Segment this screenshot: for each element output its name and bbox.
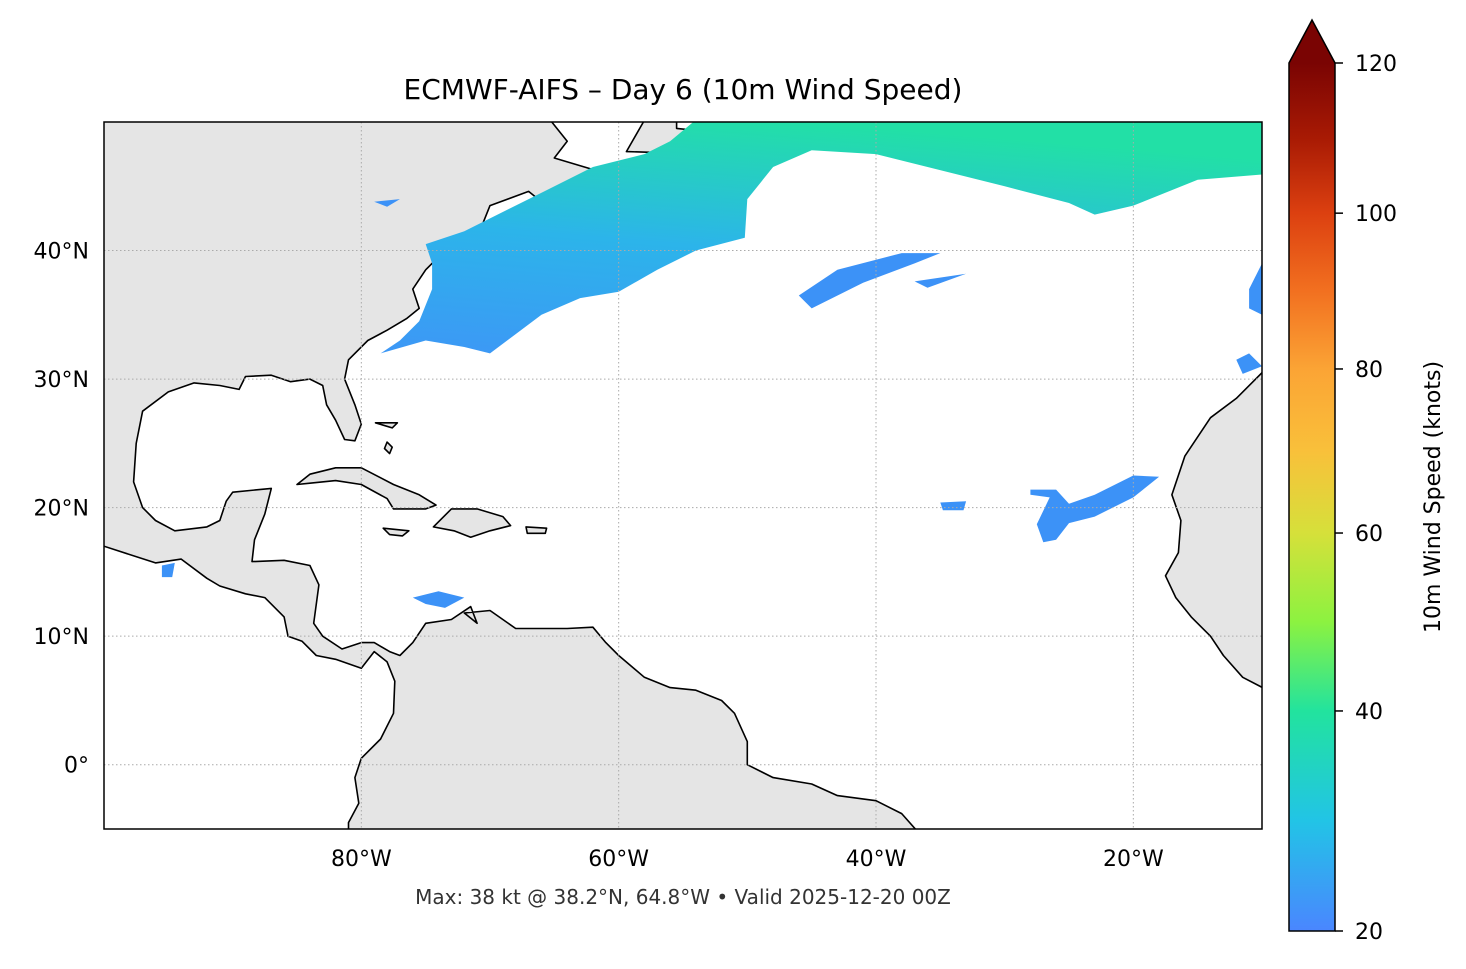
africa bbox=[1164, 371, 1262, 689]
map-frame bbox=[103, 121, 1263, 830]
footer-max-wind-valid-time: Max: 38 kt @ 38.2°N, 64.8°W • Valid 2025… bbox=[415, 885, 951, 909]
wind-area-east bbox=[1249, 263, 1262, 315]
colorbar: 20 40 60 80 100 120 10m Wind Speed (knots) bbox=[1288, 18, 1446, 945]
colorbar-label: 10m Wind Speed (knots) bbox=[1421, 361, 1446, 633]
colorbar-bar bbox=[1288, 18, 1336, 932]
longitude-tick-label: 20°W bbox=[1103, 847, 1164, 872]
longitude-tick-labels: 80°W 60°W 40°W 20°W bbox=[331, 847, 1164, 872]
bahamas-grand bbox=[374, 421, 399, 429]
latitude-tick-labels: 40°N 30°N 20°N 10°N 0° bbox=[34, 240, 89, 779]
wind-area-central-atlantic bbox=[1030, 475, 1160, 543]
puerto-rico bbox=[525, 526, 548, 535]
colorbar-tick-label: 80 bbox=[1355, 358, 1383, 383]
cuba bbox=[296, 466, 437, 510]
colorbar-tick-label: 60 bbox=[1355, 522, 1383, 547]
colorbar-tick-label: 20 bbox=[1355, 920, 1383, 945]
wind-area-streak bbox=[914, 273, 967, 288]
wind-area-northwest-atlantic bbox=[380, 122, 1262, 354]
wind-area-east bbox=[1236, 353, 1262, 374]
wind-speed-layer bbox=[161, 122, 1262, 608]
hispaniola bbox=[432, 508, 512, 539]
latitude-tick-label: 30°N bbox=[34, 368, 89, 393]
gridlines bbox=[104, 122, 1262, 829]
wind-area-streak bbox=[798, 253, 941, 309]
colorbar-ticks: 20 40 60 80 100 120 bbox=[1335, 52, 1397, 945]
bahamas-andros bbox=[383, 441, 394, 455]
jamaica bbox=[382, 527, 410, 537]
colorbar-tick-label: 120 bbox=[1355, 52, 1397, 77]
latitude-tick-label: 40°N bbox=[34, 240, 89, 265]
americas-landmass bbox=[104, 122, 917, 829]
longitude-tick-label: 60°W bbox=[588, 847, 649, 872]
latitude-tick-label: 10°N bbox=[34, 625, 89, 650]
latitude-tick-label: 0° bbox=[64, 754, 89, 779]
longitude-tick-label: 40°W bbox=[846, 847, 907, 872]
colorbar-tick-label: 40 bbox=[1355, 700, 1383, 725]
longitude-tick-label: 80°W bbox=[331, 847, 392, 872]
latitude-tick-label: 20°N bbox=[34, 497, 89, 522]
wind-area-pacific bbox=[161, 562, 175, 578]
wind-area-caribbean bbox=[412, 591, 465, 608]
colorbar-tick-label: 100 bbox=[1355, 202, 1397, 227]
wind-area-lake bbox=[374, 199, 400, 207]
wind-area-central-atlantic bbox=[940, 501, 967, 511]
map-title: ECMWF-AIFS – Day 6 (10m Wind Speed) bbox=[404, 73, 963, 106]
map-area bbox=[104, 122, 1262, 829]
